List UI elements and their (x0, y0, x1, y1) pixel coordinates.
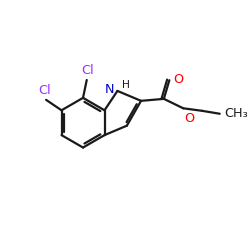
Text: N: N (105, 84, 114, 96)
Text: CH₃: CH₃ (224, 107, 248, 120)
Text: Cl: Cl (38, 84, 50, 97)
Text: Cl: Cl (81, 64, 94, 77)
Text: O: O (173, 73, 183, 86)
Text: O: O (184, 112, 194, 124)
Text: H: H (122, 80, 130, 90)
